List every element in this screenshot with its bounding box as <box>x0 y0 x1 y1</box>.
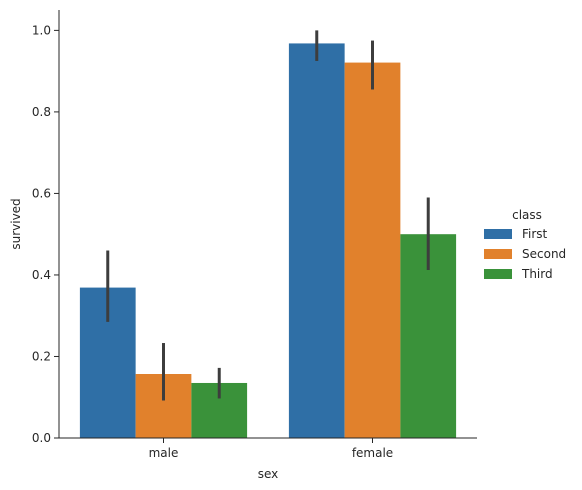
y-tick-label: 0.2 <box>32 349 51 363</box>
legend-title: class <box>512 208 542 222</box>
legend-label-second: Second <box>522 247 566 261</box>
legend-label-third: Third <box>521 267 553 281</box>
bar-second-female <box>344 62 401 438</box>
y-tick-label: 1.0 <box>32 23 51 37</box>
legend-swatch-third <box>484 269 512 279</box>
x-axis-title: sex <box>258 467 279 481</box>
y-axis-title: survived <box>9 198 23 249</box>
y-ticks: 0.0 0.2 0.4 0.6 0.8 1.0 <box>32 23 59 445</box>
legend-swatch-first <box>484 229 512 239</box>
y-tick-label: 0.4 <box>32 268 51 282</box>
legend-swatch-second <box>484 249 512 259</box>
plot-area <box>79 30 457 438</box>
bar-first-female <box>288 43 345 438</box>
legend-label-first: First <box>522 227 548 241</box>
y-tick-label: 0.0 <box>32 431 51 445</box>
x-ticks: male female <box>149 438 393 460</box>
y-tick-label: 0.6 <box>32 186 51 200</box>
axes <box>58 10 477 439</box>
x-tick-label: female <box>352 446 393 460</box>
y-tick-label: 0.8 <box>32 105 51 119</box>
x-tick-label: male <box>149 446 179 460</box>
legend: class First Second Third <box>484 208 566 281</box>
